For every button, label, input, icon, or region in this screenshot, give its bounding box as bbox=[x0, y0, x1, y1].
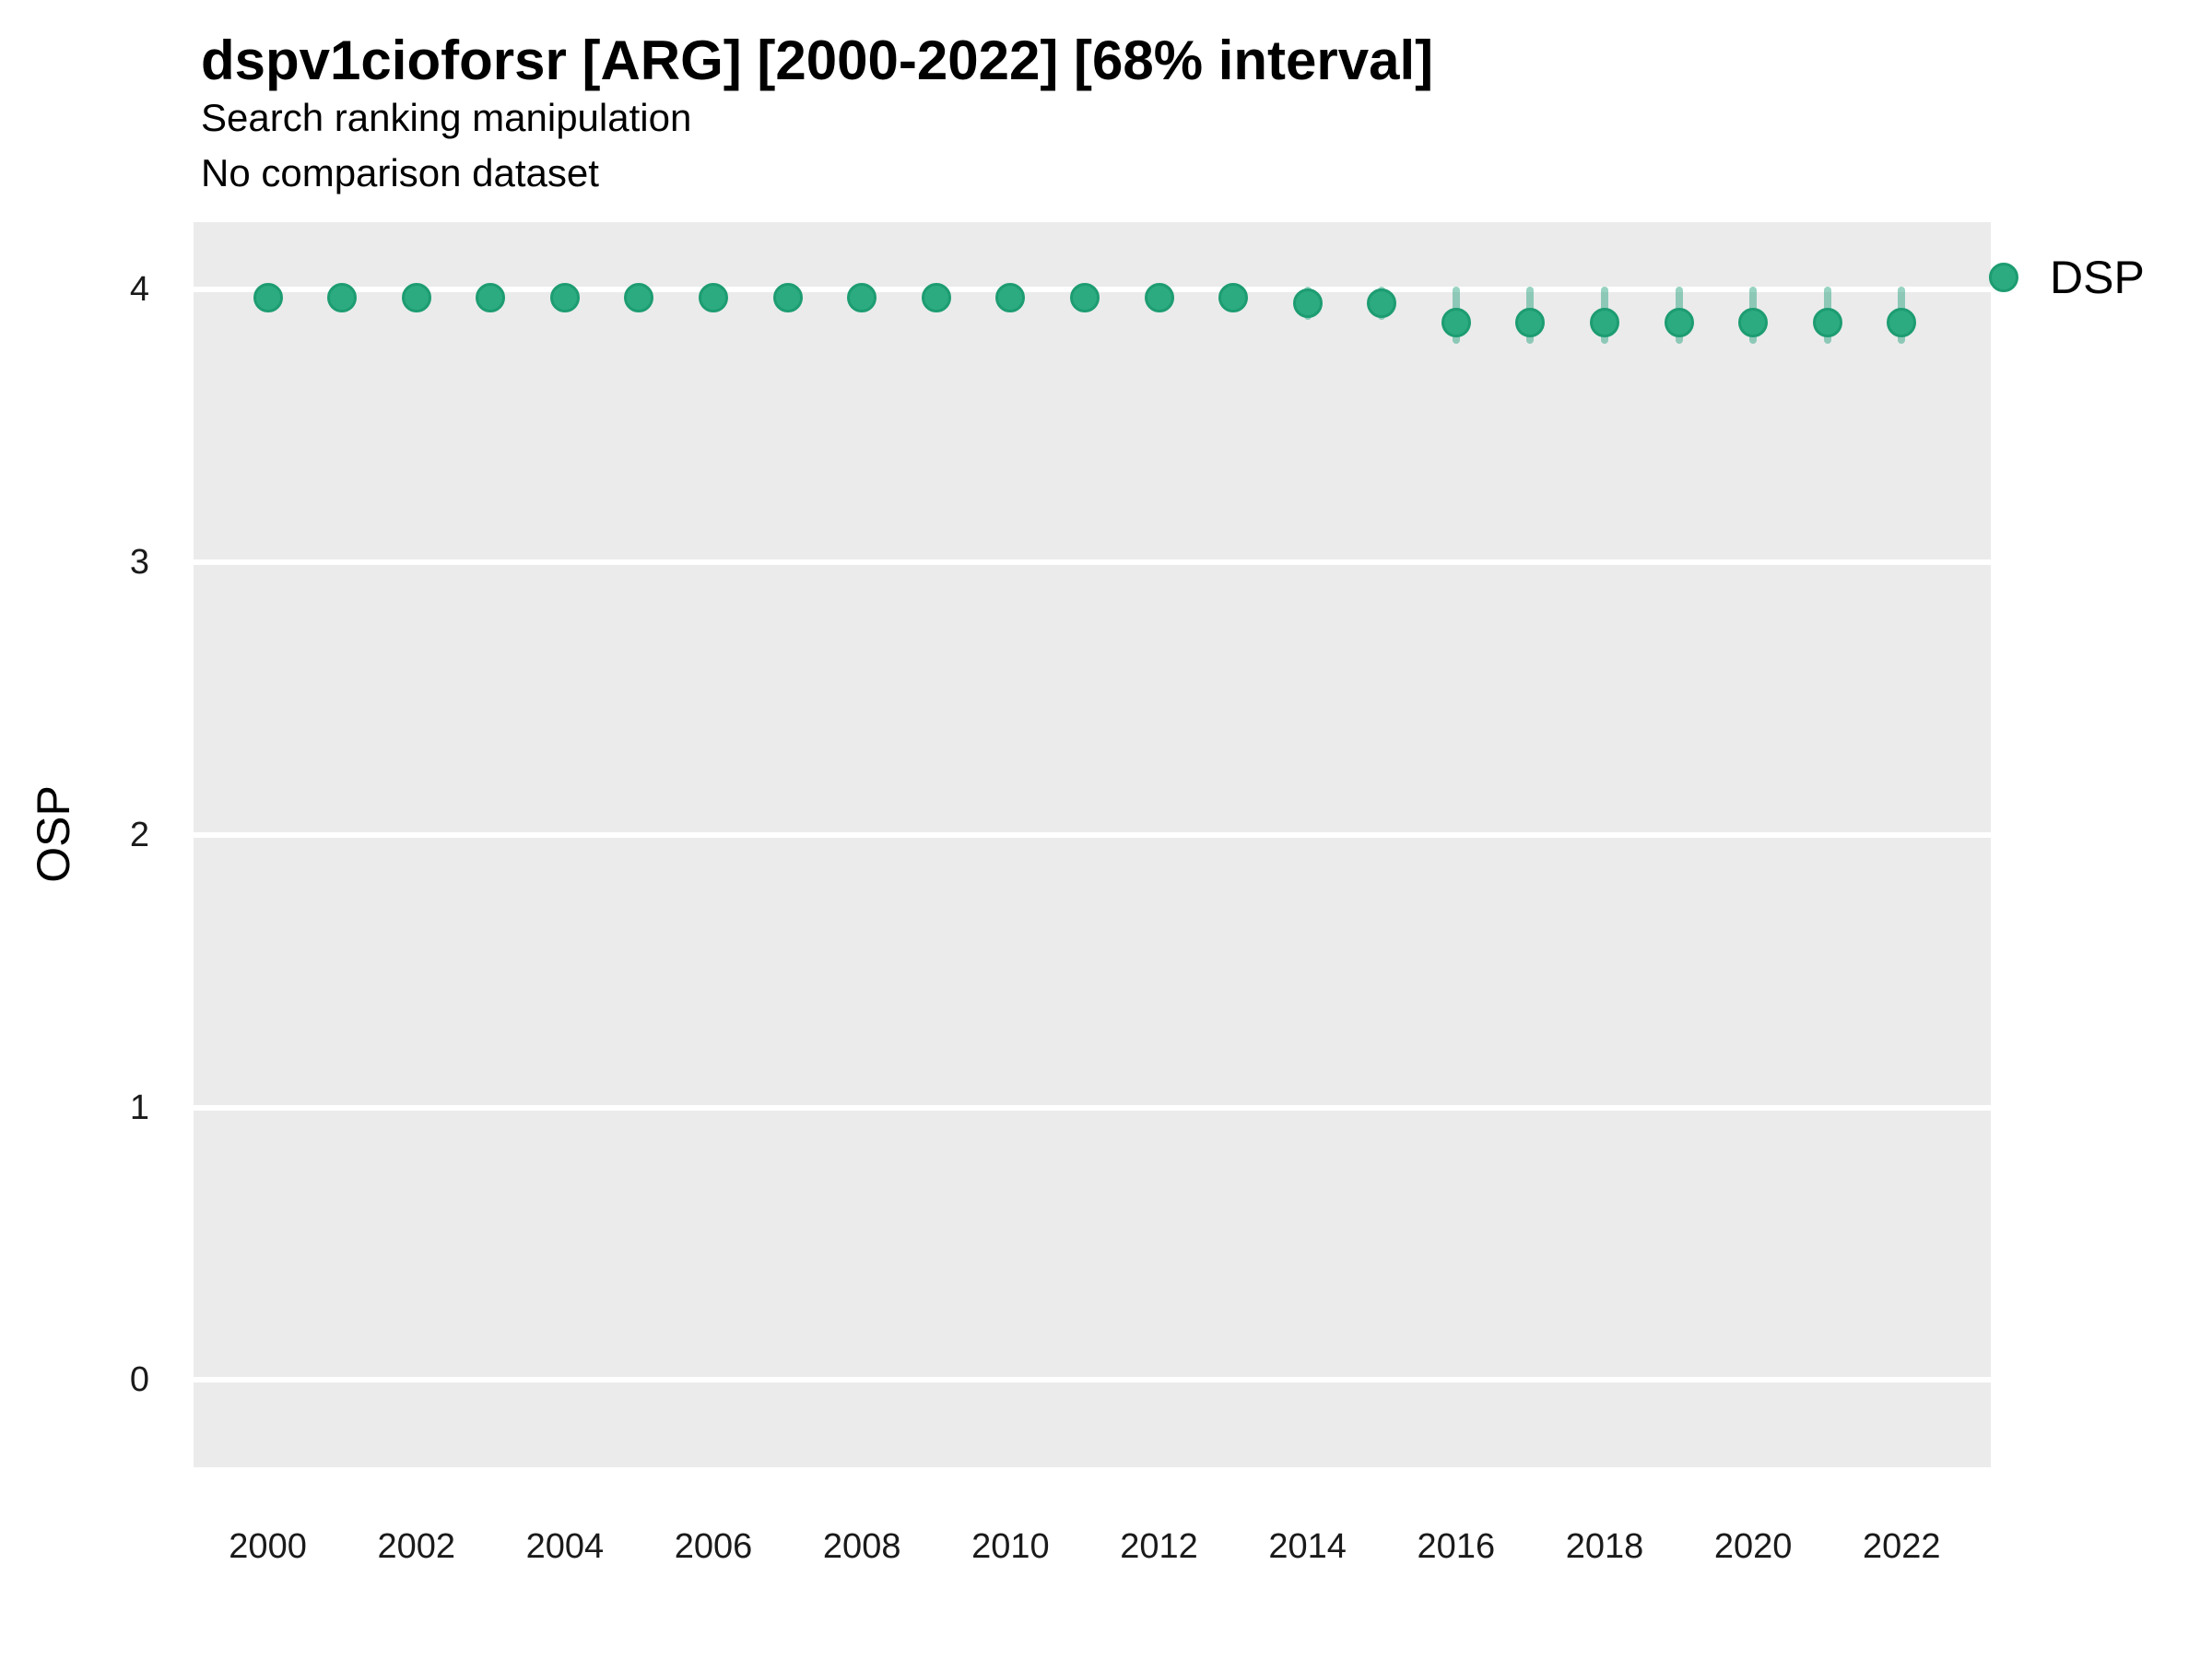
data-point bbox=[995, 282, 1026, 312]
x-tick-label: 2008 bbox=[822, 1527, 901, 1566]
x-tick-label: 2014 bbox=[1268, 1527, 1347, 1566]
data-point bbox=[1292, 288, 1323, 318]
data-point bbox=[253, 282, 283, 312]
legend-label: DSP bbox=[2050, 252, 2145, 303]
chart-header: dspv1cioforsr [ARG] [2000-2022] [68% int… bbox=[201, 31, 1433, 200]
y-tick-label: 0 bbox=[129, 1360, 149, 1400]
y-tick-label: 3 bbox=[129, 542, 149, 582]
y-tick-label: 1 bbox=[129, 1088, 149, 1127]
gridline bbox=[194, 1377, 1991, 1383]
chart-title: dspv1cioforsr [ARG] [2000-2022] [68% int… bbox=[201, 29, 1434, 91]
data-point bbox=[476, 282, 506, 312]
chart-subtitle: Search ranking manipulation bbox=[201, 96, 692, 139]
data-point bbox=[401, 282, 431, 312]
data-point bbox=[1069, 282, 1100, 312]
chart-note: No comparison dataset bbox=[201, 150, 599, 194]
data-point bbox=[921, 282, 951, 312]
legend: DSP bbox=[1989, 251, 2145, 304]
legend-marker-icon bbox=[1989, 263, 2018, 292]
data-point bbox=[549, 282, 580, 312]
data-point bbox=[1441, 307, 1471, 337]
x-tick-label: 2022 bbox=[1863, 1527, 1941, 1566]
gridline bbox=[194, 1104, 1991, 1111]
data-point bbox=[699, 282, 729, 312]
x-tick-label: 2016 bbox=[1417, 1527, 1496, 1566]
x-tick-label: 2006 bbox=[674, 1527, 753, 1566]
data-point bbox=[1367, 288, 1397, 318]
x-tick-label: 2002 bbox=[377, 1527, 455, 1566]
x-tick-label: 2012 bbox=[1120, 1527, 1198, 1566]
data-point bbox=[1144, 282, 1174, 312]
data-point bbox=[327, 282, 358, 312]
y-tick-label: 2 bbox=[129, 815, 149, 854]
data-point bbox=[847, 282, 877, 312]
data-point bbox=[1812, 307, 1842, 337]
data-point bbox=[1589, 307, 1619, 337]
data-point bbox=[1515, 307, 1546, 337]
data-point bbox=[1887, 307, 1917, 337]
y-axis-title: OSP bbox=[28, 785, 79, 883]
x-tick-label: 2010 bbox=[971, 1527, 1050, 1566]
x-tick-label: 2004 bbox=[525, 1527, 605, 1566]
x-tick-label: 2018 bbox=[1565, 1527, 1644, 1566]
plot-panel bbox=[194, 222, 1991, 1467]
data-point bbox=[1738, 307, 1769, 337]
x-tick-label: 2020 bbox=[1713, 1527, 1793, 1566]
data-point bbox=[1664, 307, 1694, 337]
gridline bbox=[194, 831, 1991, 838]
data-point bbox=[772, 282, 803, 312]
y-tick-label: 4 bbox=[129, 270, 149, 310]
data-point bbox=[1218, 282, 1249, 312]
data-point bbox=[624, 282, 654, 312]
gridline bbox=[194, 559, 1991, 565]
x-tick-label: 2000 bbox=[229, 1527, 307, 1566]
